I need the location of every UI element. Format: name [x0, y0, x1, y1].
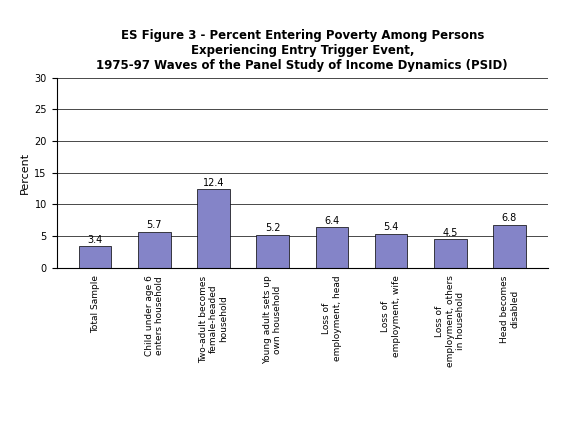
Text: 3.4: 3.4 [88, 235, 103, 245]
Text: 6.4: 6.4 [324, 216, 340, 226]
Text: 5.4: 5.4 [384, 222, 399, 232]
Text: 12.4: 12.4 [203, 178, 224, 187]
Text: 4.5: 4.5 [442, 228, 458, 238]
Text: 5.7: 5.7 [146, 220, 162, 230]
Bar [316, 227, 348, 268]
Bar [375, 234, 407, 268]
Bar [197, 189, 230, 268]
Bar [493, 225, 525, 268]
Bar [138, 232, 171, 268]
Bar [434, 239, 467, 268]
Text: 5.2: 5.2 [265, 223, 280, 233]
Y-axis label: Percent: Percent [20, 152, 30, 194]
Text: 6.8: 6.8 [502, 213, 517, 223]
Title: ES Figure 3 - Percent Entering Poverty Among Persons
Experiencing Entry Trigger : ES Figure 3 - Percent Entering Poverty A… [97, 29, 508, 73]
Bar [79, 246, 111, 268]
Bar [257, 235, 289, 268]
